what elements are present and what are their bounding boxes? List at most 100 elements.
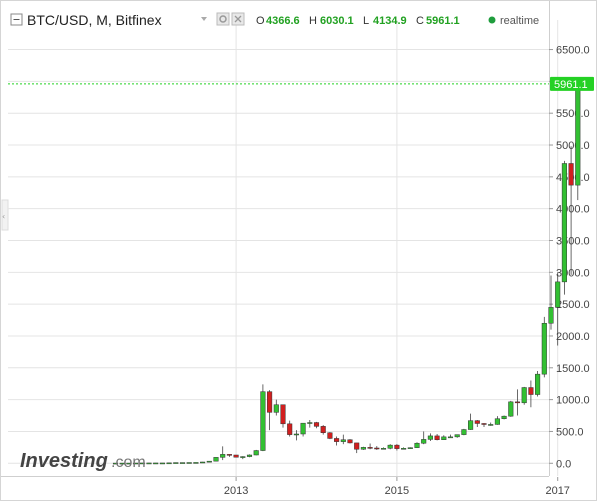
candle-body — [280, 404, 286, 425]
candle — [139, 462, 145, 465]
candle — [514, 389, 521, 416]
candle — [287, 420, 293, 437]
time-axis[interactable]: 2013201520172018 — [224, 477, 597, 497]
candlesticks — [112, 79, 581, 465]
candle-body — [260, 391, 266, 451]
candle-body — [240, 456, 246, 458]
left-scroll-handle[interactable] — [1, 199, 9, 231]
candle-body — [320, 426, 326, 433]
y-tick-label: 0.0 — [556, 458, 571, 470]
candle — [153, 462, 159, 465]
y-tick-label: 5000.0 — [556, 140, 590, 152]
candle — [555, 272, 561, 346]
candle-body — [561, 163, 567, 283]
candle — [427, 433, 433, 441]
candle — [159, 462, 165, 465]
settings-button[interactable] — [216, 12, 230, 26]
candle — [293, 430, 299, 441]
candle-body — [548, 307, 554, 324]
candle — [280, 404, 286, 428]
y-tick-label: 5500.0 — [556, 108, 590, 120]
candle-body — [575, 83, 581, 186]
candle — [494, 416, 500, 425]
candle-body — [220, 454, 226, 458]
candle — [347, 439, 353, 444]
candle — [541, 316, 547, 378]
candle-body — [528, 387, 534, 395]
candle-body — [421, 439, 427, 444]
y-tick-label: 2500.0 — [556, 299, 590, 311]
candle-body — [307, 422, 313, 424]
candle-body — [293, 433, 299, 436]
realtime-dot-icon — [488, 16, 496, 24]
candle — [213, 457, 219, 462]
candle-body — [454, 434, 460, 438]
candle — [300, 422, 306, 437]
candle — [535, 370, 541, 397]
x-tick-label: 2017 — [545, 485, 569, 497]
symbol-dropdown-icon[interactable] — [201, 17, 207, 21]
candle-body — [394, 444, 400, 449]
candle-body — [206, 460, 212, 463]
candle — [548, 275, 554, 330]
candle — [508, 400, 514, 417]
candle-body — [126, 462, 132, 465]
candle-body — [514, 401, 521, 404]
candle-body — [521, 387, 527, 404]
candle-body — [508, 401, 514, 417]
y-tick-label: 3500.0 — [556, 235, 590, 247]
candle — [488, 422, 494, 426]
candle — [568, 146, 574, 275]
candle — [112, 462, 119, 465]
candle — [226, 454, 232, 457]
candle-body — [226, 454, 232, 456]
candle — [387, 444, 393, 450]
candle — [173, 462, 179, 464]
gear-icon — [219, 15, 227, 23]
candle — [575, 79, 581, 201]
candle-body — [340, 439, 346, 442]
candle-body — [334, 438, 340, 442]
candle — [119, 462, 125, 465]
candle — [468, 413, 474, 430]
x-tick-label: 2015 — [385, 485, 409, 497]
candle-body — [501, 415, 507, 419]
candle — [461, 428, 467, 436]
candle — [273, 399, 279, 416]
low-value: 4134.9 — [373, 15, 407, 27]
candle-body — [380, 448, 387, 450]
candle-body — [541, 322, 547, 375]
last-price-label: 5961.1 — [554, 79, 588, 91]
candle — [146, 462, 152, 465]
candle — [434, 433, 440, 441]
candle-body — [387, 444, 393, 449]
high-key: H — [309, 15, 317, 27]
symbol-title[interactable]: BTC/USD, M, Bitfinex — [27, 12, 162, 28]
candle — [327, 432, 333, 440]
candle-body — [173, 462, 179, 464]
candle — [233, 454, 239, 458]
candle-body — [360, 447, 366, 450]
candle-body — [367, 447, 373, 449]
candle-body — [407, 447, 413, 449]
candle — [186, 462, 192, 464]
candle — [521, 386, 527, 405]
candle-body — [193, 462, 199, 464]
candle — [380, 447, 387, 450]
candle-body — [253, 450, 259, 456]
candle-body — [186, 462, 192, 464]
candle-body — [267, 391, 273, 413]
close-icon — [234, 15, 242, 23]
candle-body — [468, 420, 474, 430]
candle-body — [119, 462, 125, 465]
candle-body — [153, 462, 159, 465]
y-tick-label: 500.0 — [556, 426, 584, 438]
candle-body — [494, 418, 500, 425]
candle-body — [133, 462, 139, 465]
candle-body — [166, 462, 172, 465]
candle-body — [139, 462, 145, 465]
candle — [367, 443, 373, 450]
candle-body — [568, 163, 574, 186]
